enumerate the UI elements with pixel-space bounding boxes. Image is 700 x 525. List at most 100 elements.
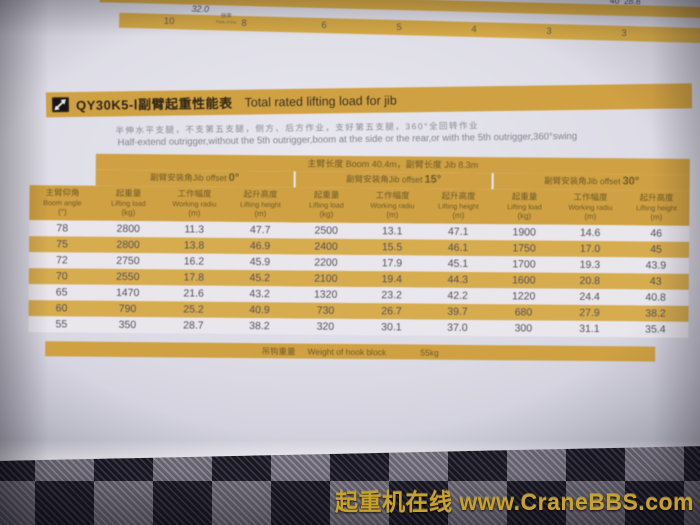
- table-cell: 2200: [314, 256, 338, 269]
- table-cell: 35.4: [645, 323, 666, 336]
- table-cell: 1600: [512, 274, 536, 287]
- col-header-zh: 起重量: [313, 189, 340, 200]
- table-cell: 15.5: [381, 241, 403, 254]
- table-cell: 2400: [314, 240, 338, 253]
- table-cell: 45.2: [249, 272, 271, 285]
- section-title-band: QY30K5-Ⅰ副臂起重性能表 Total rated lifting load…: [45, 83, 693, 118]
- table-cell: 20.8: [579, 274, 601, 288]
- cell-boom-angle: 65: [55, 286, 68, 299]
- col-header-en: Lifting height: [636, 203, 677, 213]
- table-body: 78 2800 11.3 47.7 2500 13.1 47.1 1900 14…: [28, 220, 690, 338]
- col-header-unit: (m): [188, 208, 201, 218]
- group-header-offset-15: 副臂安装角Jib offset 15°: [293, 171, 492, 190]
- table-cell: 38.2: [249, 320, 270, 333]
- cell-boom-angle: 55: [55, 318, 68, 331]
- table-cell: 2550: [116, 270, 140, 284]
- table-cell: 1470: [115, 286, 140, 300]
- col-header-en: Boom angle: [43, 198, 82, 208]
- cell-boom-angle: 75: [56, 238, 68, 251]
- group-header-offset-0: 副臂安装角Jib offset 0°: [96, 170, 294, 188]
- col-header-en: Lifting load: [507, 202, 542, 212]
- col-header-zh: 起重量: [115, 187, 142, 199]
- col-header-en: Lifting load: [111, 199, 146, 208]
- table-cell: 1900: [512, 226, 536, 239]
- table-cell: 43.9: [645, 259, 667, 272]
- table-cell: 17.9: [381, 257, 403, 270]
- group-header-offset-30: 副臂安装角Jib offset 30°: [491, 173, 690, 191]
- col-header-unit: (m): [386, 210, 399, 220]
- col-header-working-radius: 工作幅度 Working radiu (m): [359, 190, 425, 221]
- col-header-zh: 起升高度: [639, 192, 674, 203]
- table-cell: 1750: [512, 242, 536, 255]
- table-cell: 40.9: [249, 304, 270, 317]
- watermark: 起重机在线 www.CraneBBS.com: [335, 483, 694, 517]
- col-header-unit: (m): [650, 212, 663, 222]
- col-header-zh: 工作幅度: [177, 188, 212, 199]
- col-header-lifting-height: 起升高度 Lifting height (m): [623, 192, 689, 223]
- cell-boom-angle: 70: [55, 270, 68, 283]
- group-label-en: Jib offset: [388, 174, 423, 185]
- col-header-zh: 工作幅度: [573, 191, 608, 203]
- table-cell: 19.3: [579, 258, 601, 272]
- col-header-boom-angle: 主臂仰角 Boom angle (°): [29, 187, 95, 218]
- table-cell: 42.2: [447, 289, 468, 302]
- table-cell: 45.9: [249, 256, 271, 269]
- col-header-zh: 主臂仰角: [45, 187, 80, 198]
- col-header-unit: (°): [58, 207, 67, 217]
- table-cell: 13.1: [381, 225, 403, 238]
- col-header-unit: (kg): [121, 207, 136, 218]
- cell-boom-angle: 72: [56, 254, 68, 267]
- col-header-en: Working radiu: [370, 201, 415, 211]
- table-cell: 1320: [313, 288, 338, 301]
- col-header-en: Lifting load: [309, 200, 344, 210]
- table-cell: 45.1: [447, 257, 469, 270]
- table-cell: 39.7: [447, 305, 468, 318]
- table-cell: 19.4: [381, 273, 403, 286]
- table-cell: 320: [316, 320, 335, 333]
- column-header-row: 主臂仰角 Boom angle (°) 起重量 Lifting load (kg…: [29, 185, 690, 226]
- table-cell: 46.1: [447, 241, 469, 254]
- col-header-unit: (kg): [319, 209, 334, 219]
- table-cell: 2750: [116, 254, 140, 268]
- cell-boom-angle: 60: [55, 302, 68, 315]
- col-header-working-radius: 工作幅度 Working radiu (m): [161, 188, 227, 219]
- table-cell: 30.1: [381, 321, 402, 334]
- table-cell: 1220: [511, 290, 536, 303]
- jib-lifting-table: 主臂长度 Boom 40.4m，副臂长度 Jib 8.3m 副臂安装角Jib o…: [28, 153, 692, 362]
- col-header-zh: 起重量: [511, 191, 538, 202]
- table-cell: 13.8: [183, 239, 205, 252]
- table-cell: 2500: [314, 224, 338, 237]
- col-header-lifting-load: 起重量 Lifting load (kg): [491, 191, 557, 222]
- table-cell: 790: [118, 302, 137, 316]
- cell-boom-angle: 78: [56, 222, 69, 235]
- table-cell: 47.7: [249, 224, 271, 237]
- title-section: QY30K5-Ⅰ副臂起重性能表 Total rated lifting load…: [0, 0, 700, 165]
- table-cell: 680: [514, 306, 533, 319]
- table-cell: 11.3: [184, 223, 205, 236]
- table-cell: 46.9: [249, 240, 271, 253]
- table-cell: 37.0: [447, 321, 468, 334]
- hook-weight-note: 吊钩重量 Weight of hook block 55kg: [45, 341, 656, 362]
- table-cell: 14.6: [579, 226, 601, 240]
- col-header-lifting-height: 起升高度 Lifting height (m): [227, 189, 293, 220]
- col-header-zh: 起升高度: [243, 188, 278, 200]
- col-header-zh: 起升高度: [441, 190, 476, 202]
- table-cell: 350: [118, 318, 137, 332]
- group-label-deg: 15°: [424, 173, 442, 186]
- col-header-lifting-load: 起重量 Lifting load (kg): [95, 188, 161, 219]
- catalog-page: 32.0 40 28.8 10 8 6 5 4 3 3 倍率 Parts of …: [0, 0, 700, 461]
- group-label-zh: 副臂安装角: [544, 175, 587, 186]
- group-label-en: Jib offset: [192, 172, 227, 183]
- table-cell: 28.7: [183, 319, 204, 332]
- table-cell: 43.2: [249, 288, 270, 301]
- col-header-en: Working radiu: [172, 199, 217, 209]
- group-label-zh: 副臂安装角: [150, 172, 193, 183]
- table-cell: 31.1: [579, 322, 600, 336]
- table-cell: 23.2: [381, 289, 402, 302]
- col-header-unit: (kg): [517, 211, 532, 221]
- table-cell: 43: [649, 275, 662, 288]
- page-title-zh: QY30K5-Ⅰ副臂起重性能表: [75, 95, 233, 113]
- table-cell: 2800: [116, 222, 140, 236]
- col-header-working-radius: 工作幅度 Working radiu (m): [557, 192, 623, 223]
